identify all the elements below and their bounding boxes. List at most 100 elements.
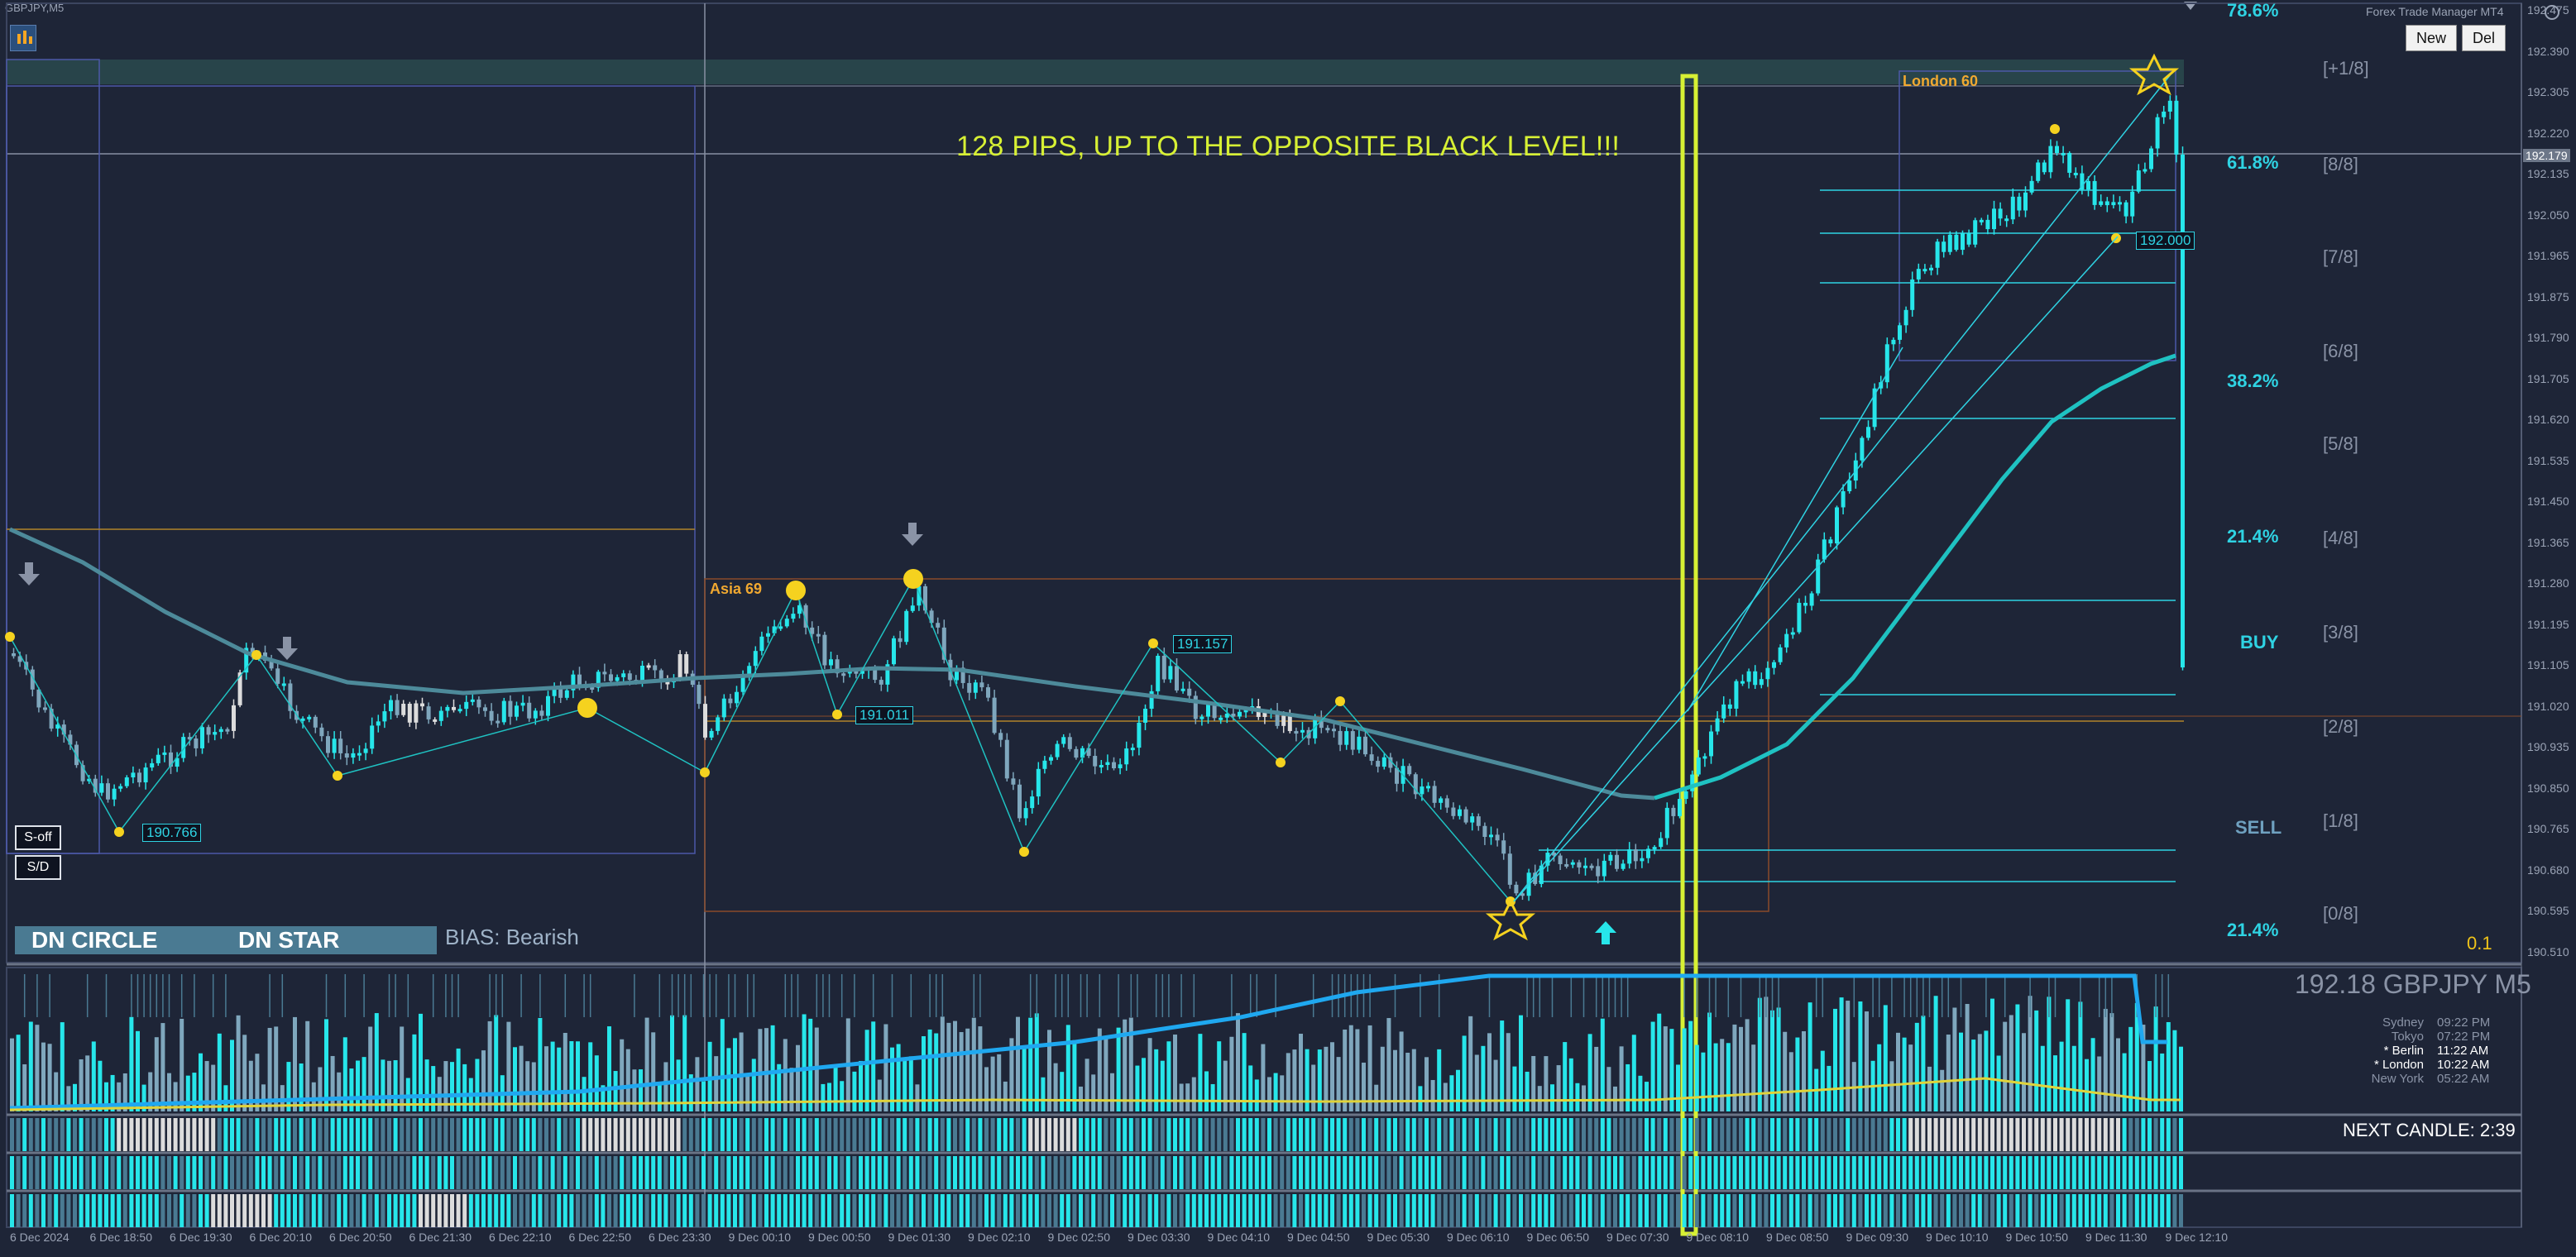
price-tick: 191.195 [2527,617,2569,631]
volume-bar [2040,1045,2045,1111]
volume-bar [1619,1046,1624,1111]
volume-bar [1650,1021,1655,1111]
strip-cell [267,1194,272,1227]
strip-cell [1550,1118,1554,1151]
volume-bar [1933,996,1938,1111]
volume-bar [1563,1042,1568,1111]
strip-cell [1173,1194,1177,1227]
strip-cell [1229,1156,1234,1189]
strip-cell [1959,1194,1963,1227]
strip-cell [1537,1156,1542,1189]
strip-cell [494,1118,499,1151]
strip-cell [1531,1118,1536,1151]
volume-bar [644,1017,649,1111]
strip-cell [1921,1194,1926,1227]
del-button[interactable]: Del [2462,25,2507,51]
strip-cell [531,1156,536,1189]
volume-bar [424,1059,429,1111]
strip-cell [2040,1194,2045,1227]
strip-cell [2003,1156,2008,1189]
volume-bar [1707,1012,1712,1111]
strip-cell [1544,1118,1549,1151]
strip-cell [796,1118,800,1151]
strip-cell [405,1156,410,1189]
volume-bar [1367,1025,1372,1111]
strip-cell [1311,1118,1316,1151]
strip-cell [745,1118,750,1151]
volume-bar [1135,1065,1140,1111]
strip-cell [1411,1156,1416,1189]
strip-cell [670,1194,674,1227]
volume-bar [513,1047,517,1111]
sd-button[interactable]: S/D [15,855,61,880]
strip-cell [255,1194,260,1227]
strip-cell [494,1194,499,1227]
strip-cell [1757,1156,1762,1189]
strip-cell [531,1194,536,1227]
strip-cell [1776,1156,1781,1189]
strip-cell [1367,1194,1372,1227]
strip-cell [1160,1118,1165,1151]
swing-point [700,767,710,777]
volume-bar [117,1082,122,1111]
s-off-button[interactable]: S-off [15,825,61,850]
strip-cell [419,1118,423,1151]
new-button[interactable]: New [2406,25,2458,51]
volume-bar [462,1063,467,1111]
strip-cell [1669,1118,1674,1151]
strip-cell [1663,1194,1668,1227]
dropdown-arrow-icon[interactable] [2184,2,2197,10]
strip-cell [1104,1118,1108,1151]
strip-cell [305,1118,310,1151]
volume-bar [122,1073,127,1111]
volume-bar [1022,1047,1027,1111]
volume-bar [1380,1046,1385,1111]
volume-bar [908,1056,913,1111]
strip-cell [324,1194,328,1227]
strip-cell [1393,1118,1397,1151]
strip-cell [840,1194,845,1227]
strip-cell [1933,1118,1938,1151]
strip-cell [1254,1156,1259,1189]
strip-cell [1676,1118,1680,1151]
volume-bar [1568,1058,1573,1111]
strip-cell [959,1194,964,1227]
strip-cell [1802,1156,1806,1189]
strip-cell [1839,1156,1844,1189]
strip-cell [1003,1156,1008,1189]
strip-cell [827,1118,831,1151]
strip-cell [242,1194,247,1227]
strip-cell [1367,1118,1372,1151]
strip-cell [136,1118,140,1151]
strip-cell [1355,1118,1360,1151]
volume-bar [2116,1038,2120,1111]
volume-bar [739,1032,744,1111]
strip-cell [1041,1118,1046,1151]
volume-bar [601,1085,606,1111]
settings-icon[interactable] [2545,5,2559,20]
strip-cell [1198,1194,1203,1227]
price-tick: 190.765 [2527,822,2569,835]
strip-cell [682,1118,687,1151]
strip-cell [1430,1118,1435,1151]
chart-shift-icon[interactable] [10,25,36,51]
volume-bar [1606,1067,1611,1111]
strip-cell [374,1194,379,1227]
strip-cell [670,1156,674,1189]
strip-cell [814,1156,819,1189]
strip-cell [1324,1194,1329,1227]
window-title: GBPJPY,M5 [5,2,65,14]
strip-cell [1814,1118,1819,1151]
volume-bar [1104,1038,1108,1111]
time-tick: 6 Dec 20:50 [329,1231,392,1244]
volume-bar [1701,1052,1706,1111]
volume-bar [204,1061,209,1111]
strip-cell [538,1118,543,1151]
strip-cell [1091,1156,1096,1189]
volume-bar [1519,1015,1523,1111]
strip-cell [1613,1194,1617,1227]
strip-cell [1348,1118,1353,1151]
volume-bar [827,1083,831,1111]
strip-cell [66,1118,71,1151]
